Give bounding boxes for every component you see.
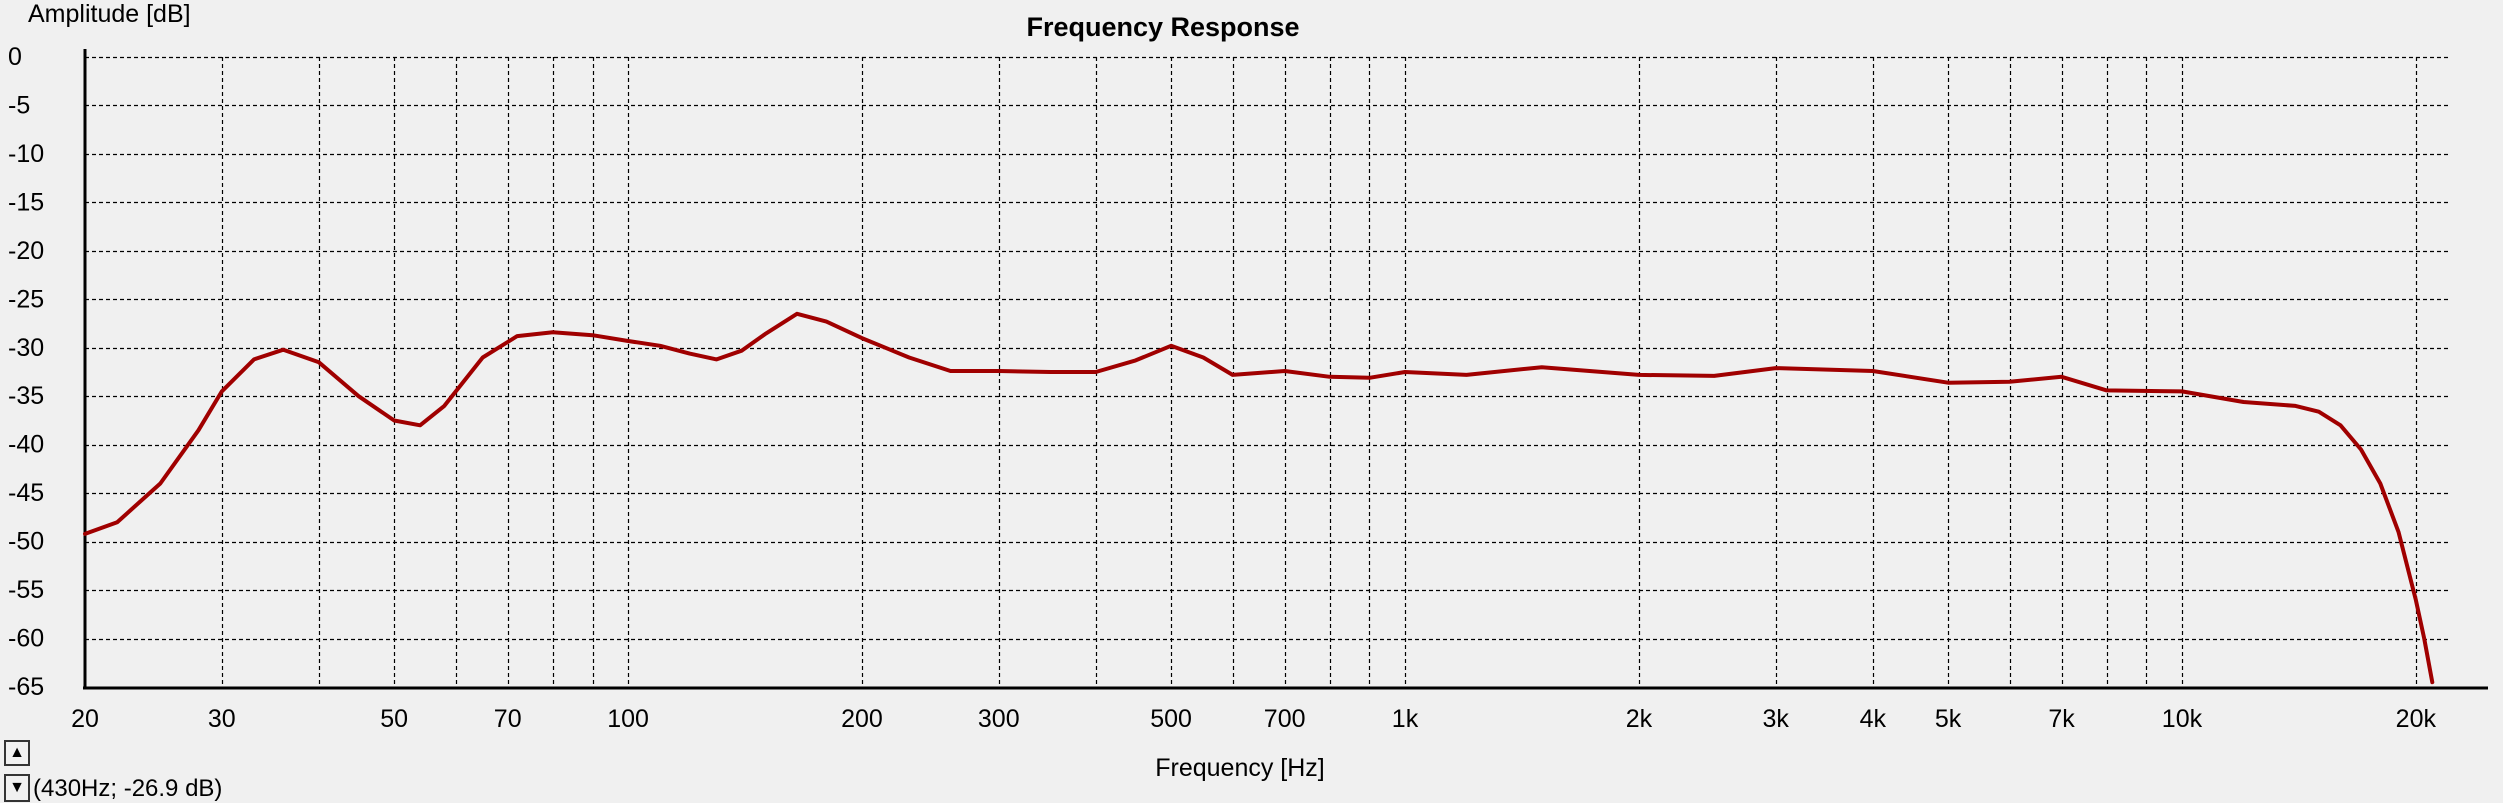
x-tick-label: 300 xyxy=(978,705,1020,733)
triangle-up-icon: ▲ xyxy=(9,744,25,761)
chart-title: Frequency Response xyxy=(1026,12,1299,42)
grid xyxy=(85,56,2448,687)
y-tick-label: -15 xyxy=(8,188,44,216)
x-tick-label: 20 xyxy=(71,705,99,733)
y-tick-label: 0 xyxy=(8,43,22,71)
y-tick-label: -65 xyxy=(8,673,44,701)
axes xyxy=(83,49,2488,690)
scroll-down-button[interactable]: ▼ xyxy=(4,774,30,802)
x-tick-labels: 20 30 50 70 100 200 300 500 700 1k 2k 3k 4k 5k 7k 10k 20… xyxy=(71,705,2436,733)
x-tick-label: 50 xyxy=(380,705,408,733)
y-tick-label: -5 xyxy=(8,91,30,119)
x-tick-label: 100 xyxy=(607,705,649,733)
triangle-down-icon: ▼ xyxy=(9,779,25,796)
x-tick-label: 5k xyxy=(1935,705,1962,733)
y-tick-label: -60 xyxy=(8,625,44,653)
scroll-up-button[interactable]: ▲ xyxy=(4,740,30,766)
y-tick-label: -40 xyxy=(8,431,44,459)
series-layer[interactable] xyxy=(83,311,2435,685)
x-tick-label: 500 xyxy=(1150,705,1192,733)
x-axis-label: Frequency [Hz] xyxy=(1155,754,1325,782)
y-tick-label: -10 xyxy=(8,140,44,168)
x-tick-label: 4k xyxy=(1860,705,1887,733)
y-axis-label: Amplitude [dB] xyxy=(28,0,191,28)
x-tick-label: 10k xyxy=(2162,705,2203,733)
x-tick-label: 200 xyxy=(841,705,883,733)
cursor-readout: (430Hz; -26.9 dB) xyxy=(33,775,223,802)
y-tick-label: -55 xyxy=(8,576,44,604)
y-tick-label: -25 xyxy=(8,285,44,313)
x-tick-label: 2k xyxy=(1626,705,1653,733)
x-tick-label: 70 xyxy=(494,705,522,733)
x-tick-label: 30 xyxy=(208,705,236,733)
x-tick-label: 1k xyxy=(1392,705,1419,733)
x-tick-label: 20k xyxy=(2396,705,2437,733)
y-tick-label: -35 xyxy=(8,382,44,410)
response-curve[interactable] xyxy=(83,311,2435,685)
x-tick-label: 7k xyxy=(2048,705,2075,733)
x-tick-label: 3k xyxy=(1763,705,1790,733)
y-tick-label: -20 xyxy=(8,237,44,265)
y-tick-label: -45 xyxy=(8,479,44,507)
y-tick-label: -50 xyxy=(8,528,44,556)
x-tick-label: 700 xyxy=(1264,705,1306,733)
y-tick-label: -30 xyxy=(8,334,44,362)
y-tick-labels: 0 -5 -10 -15 -20 -25 -30 -35 -40 -45 -50 -55 -60 -65 xyxy=(8,43,44,701)
